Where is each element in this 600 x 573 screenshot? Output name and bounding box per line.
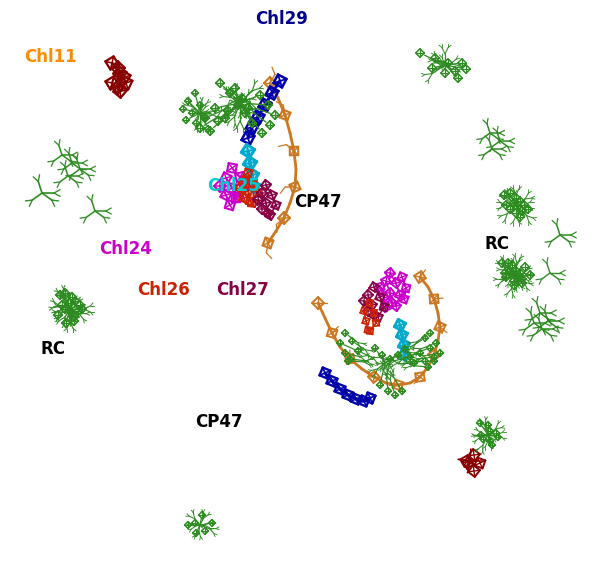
Text: Chl29: Chl29 (255, 10, 308, 28)
Text: RC: RC (41, 340, 66, 358)
Text: Chl24: Chl24 (99, 240, 152, 258)
Text: CP47: CP47 (195, 413, 242, 431)
Text: RC: RC (485, 236, 510, 253)
Text: Chl11: Chl11 (24, 48, 77, 66)
Text: Chl25: Chl25 (207, 177, 260, 195)
Text: Chl26: Chl26 (137, 281, 190, 299)
Text: Chl27: Chl27 (216, 281, 269, 299)
Text: CP47: CP47 (294, 193, 341, 211)
